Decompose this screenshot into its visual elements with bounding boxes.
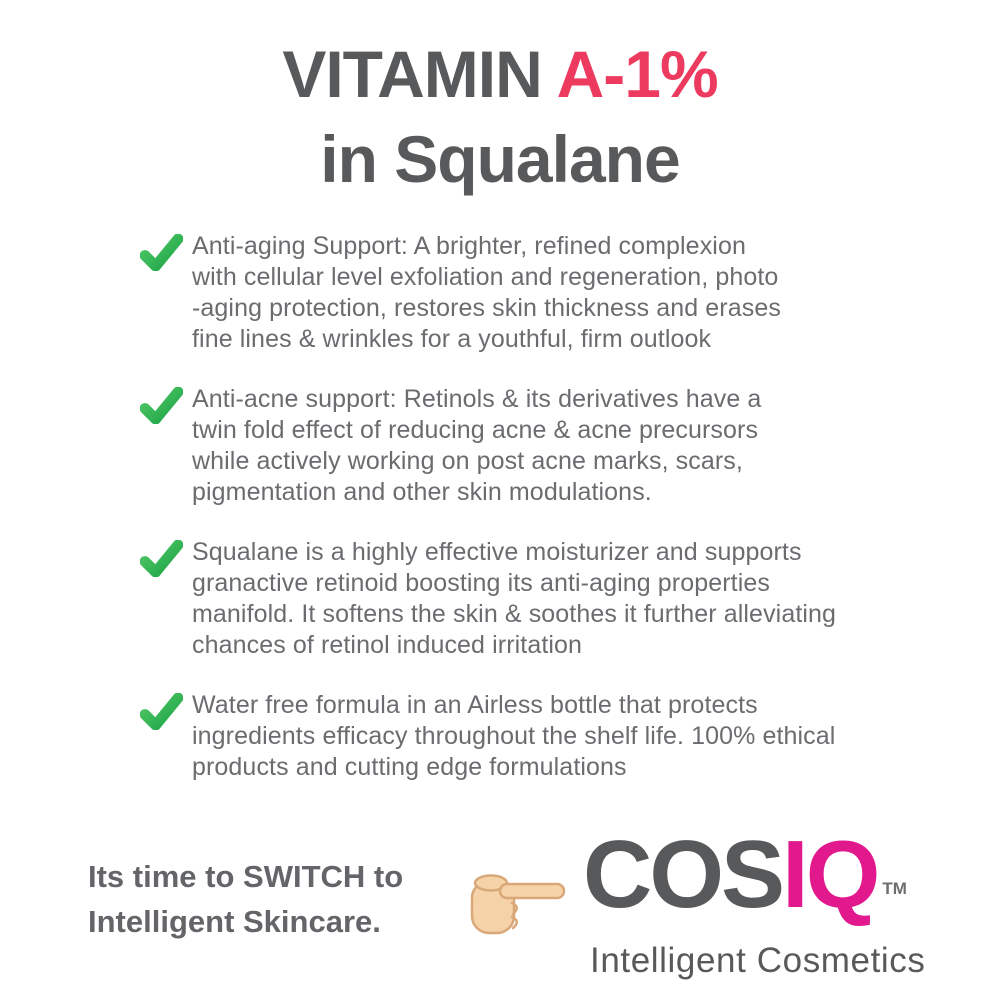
benefit-item-squalane: Squalane is a highly effective moisturiz… bbox=[140, 537, 836, 661]
benefit-text: Anti-acne support: Retinols & its deriva… bbox=[192, 384, 761, 508]
logo-cos: COS bbox=[583, 821, 785, 928]
benefit-item-anti-acne: Anti-acne support: Retinols & its deriva… bbox=[140, 384, 836, 508]
page-title: VITAMIN A-1% in Squalane bbox=[0, 32, 1000, 202]
benefit-line: with cellular level exfoliation and rege… bbox=[192, 263, 779, 291]
benefits-list: Anti-aging Support: A brighter, refined … bbox=[140, 231, 836, 812]
pointing-right-hand-icon bbox=[464, 868, 568, 946]
check-icon bbox=[140, 387, 183, 424]
benefit-item-anti-aging: Anti-aging Support: A brighter, refined … bbox=[140, 231, 836, 355]
title-line-2: in Squalane bbox=[320, 122, 680, 196]
cta-text: Its time to SWITCH to Intelligent Skinca… bbox=[88, 854, 403, 944]
cta-line-2: Intelligent Skincare. bbox=[88, 904, 381, 939]
benefit-text: Water free formula in an Airless bottle … bbox=[192, 690, 835, 783]
benefit-text: Squalane is a highly effective moisturiz… bbox=[192, 537, 836, 661]
logo-wordmark: COSIQ TM bbox=[583, 826, 926, 938]
trademark-symbol: TM bbox=[882, 879, 907, 898]
benefit-line: products and cutting edge formulations bbox=[192, 753, 627, 781]
cta-line-1: Its time to SWITCH to bbox=[88, 859, 404, 894]
benefit-item-water-free: Water free formula in an Airless bottle … bbox=[140, 690, 836, 783]
check-icon bbox=[140, 234, 183, 271]
benefit-line: Water free formula in an Airless bottle … bbox=[192, 691, 758, 719]
benefit-line: pigmentation and other skin modulations. bbox=[192, 478, 652, 506]
benefit-line: Anti-aging Support: A brighter, refined … bbox=[192, 232, 746, 260]
benefit-line: while actively working on post acne mark… bbox=[192, 447, 743, 475]
benefit-line: ingredients efficacy throughout the shel… bbox=[192, 722, 836, 750]
benefit-line: -aging protection, restores skin thickne… bbox=[192, 294, 781, 322]
benefit-line: Squalane is a highly effective moisturiz… bbox=[192, 538, 802, 566]
title-vitamin: VITAMIN bbox=[282, 37, 542, 111]
title-percentage: A-1% bbox=[556, 37, 719, 111]
logo-tagline: Intelligent Cosmetics bbox=[590, 941, 926, 980]
logo-iq: IQ bbox=[782, 821, 880, 928]
check-icon bbox=[140, 540, 183, 577]
check-icon bbox=[140, 693, 183, 730]
benefit-text: Anti-aging Support: A brighter, refined … bbox=[192, 231, 781, 355]
benefit-line: chances of retinol induced irritation bbox=[192, 631, 583, 659]
benefit-line: manifold. It softens the skin & soothes … bbox=[192, 600, 837, 628]
benefit-line: fine lines & wrinkles for a youthful, fi… bbox=[192, 325, 712, 353]
brand-logo: COSIQ TM Intelligent Cosmetics bbox=[583, 826, 926, 981]
benefit-line: granactive retinoid boosting its anti-ag… bbox=[192, 569, 770, 597]
title-line-1: VITAMIN A-1% bbox=[0, 32, 1000, 117]
benefit-line: Anti-acne support: Retinols & its deriva… bbox=[192, 385, 762, 413]
benefit-line: twin fold effect of reducing acne & acne… bbox=[192, 416, 759, 444]
